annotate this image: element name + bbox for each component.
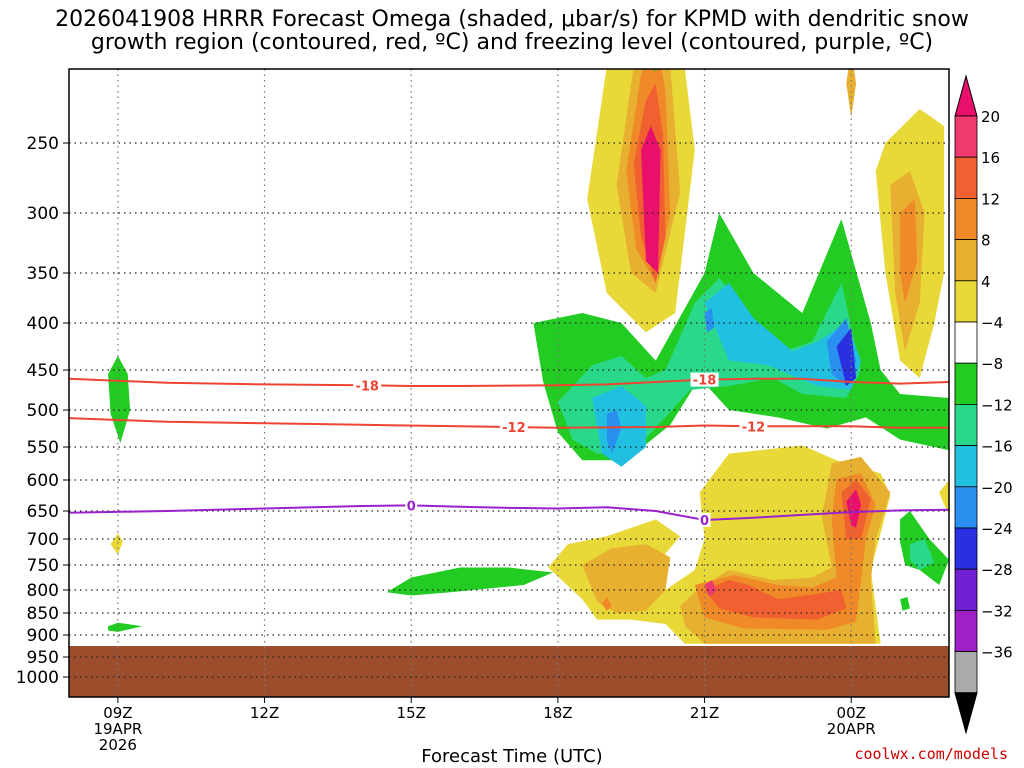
colorbar-segment [954,610,978,653]
omega-region-up_max [641,126,661,273]
colorbar-top-triangle [954,74,978,117]
colorbar-label: −8 [981,355,1003,373]
omega-region-up_max [846,489,861,528]
x-tick-label: 09Z [103,704,132,722]
colorbar-segment [954,321,978,364]
omega-region-down_20 [836,327,857,386]
omega-region-down_16 [606,410,622,454]
y-tick-label: 1000 [16,668,59,688]
y-tick-label: 900 [27,626,59,646]
colorbar-segment [954,115,978,158]
y-tick-label: 350 [27,264,59,284]
colorbar-label: 20 [981,108,1000,126]
colorbar-label: −12 [981,396,1013,414]
colorbar-segment [954,197,978,240]
omega-region-down_4 [900,596,910,611]
x-tick-label: 00Z [837,704,866,722]
dgz-contour-minus12-line [69,417,949,429]
colorbar-label: 8 [981,232,991,250]
colorbar-segment [954,527,978,570]
y-tick-label: 450 [27,361,59,381]
x-axis-label: Forecast Time (UTC) [421,746,603,767]
colorbar-segment [954,156,978,199]
omega-region-up_4 [939,480,949,514]
omega-region-down_4 [386,567,553,596]
dgz-contour-minus18-label-bg [353,378,382,393]
ground-fill [69,646,949,697]
colorbar-label: −32 [981,602,1013,620]
colorbar-label: 12 [981,190,1000,208]
colorbar-label: 4 [981,273,991,291]
freezing-level-contour-label-bg [698,512,711,527]
dgz-contour-minus12-label-bg [499,420,528,435]
colorbar: 20 16 12 8 4 −4 −8 −12 −16 −20 −24 −28 −32 −36 [954,74,1013,735]
x-tick-label: 12Z [250,704,279,722]
colorbar-label: −28 [981,561,1013,579]
omega-region-down_8 [909,539,935,570]
omega-region-up_20 [704,580,717,597]
freezing-level-contour-label: 0 [407,499,416,514]
colorbar-segment [954,651,978,694]
chart-title-line2: growth region (contoured, red, ºC) and f… [90,30,934,55]
y-tick-label: 700 [27,530,59,550]
colorbar-label: 16 [981,149,1000,167]
colorbar-label: −36 [981,644,1013,662]
dgz-contour-minus18-line [69,377,949,387]
colorbar-segment [954,445,978,488]
y-tick-label: 950 [27,648,59,668]
omega-region-up_12 [601,596,612,611]
omega-region-up_8 [582,544,671,613]
colorbar-segment [954,568,978,611]
y-tick-label: 750 [27,556,59,576]
omega-region-down_12 [704,283,861,390]
dgz-contour-minus18-label: -18 [693,374,717,389]
omega-region-down_4 [108,355,131,444]
x-tick-date-label: 20APR [827,720,876,738]
omega-region-up_12 [900,199,918,303]
y-tick-label: 250 [27,134,59,154]
colorbar-label: −24 [981,520,1013,538]
x-tick-label: 15Z [397,704,426,722]
dgz-contour-minus18-label: -18 [355,379,379,394]
dgz-contour-minus18-label-bg [690,372,719,387]
y-tick-label: 500 [27,401,59,421]
colorbar-segment [954,239,978,282]
chart-title-line1: 2026041908 HRRR Forecast Omega (shaded, … [55,7,969,32]
plot-frame [68,68,950,698]
omega-region-down_16 [704,308,715,333]
colorbar-segment [954,486,978,529]
site-credit[interactable]: coolwx.com/models [854,745,1008,763]
dgz-contour-minus12-label: -12 [742,420,766,435]
y-tick-label: 300 [27,204,59,224]
colorbar-label: −20 [981,479,1013,497]
dgz-contour-minus12-label: -12 [502,421,526,436]
y-tick-label: 850 [27,604,59,624]
freezing-level-contour-label: 0 [700,514,709,529]
colorbar-label: −4 [981,314,1003,332]
x-tick-label: 21Z [690,704,719,722]
omega-region-up_4 [110,533,123,555]
y-tick-label: 800 [27,581,59,601]
colorbar-segment [954,280,978,323]
colorbar-segment [954,403,978,446]
freezing-level-contour-line [69,504,949,522]
omega-region-up_8 [846,69,857,118]
y-tick-label: 400 [27,314,59,334]
x-tick-date-label: 19APR [93,720,142,738]
x-tick-label: 18Z [543,704,572,722]
y-tick-label: 650 [27,502,59,522]
dgz-contour-minus12-label-bg [739,419,768,434]
freezing-level-contour-label-bg [405,498,418,513]
colorbar-label: −16 [981,438,1013,456]
colorbar-segment [954,362,978,405]
omega-region-down_4 [108,622,143,632]
y-tick-label: 550 [27,438,59,458]
colorbar-bottom-triangle [954,692,978,735]
y-tick-label: 600 [27,471,59,491]
omega-region-up_4 [793,0,861,24]
x-tick-year-label: 2026 [99,736,137,754]
